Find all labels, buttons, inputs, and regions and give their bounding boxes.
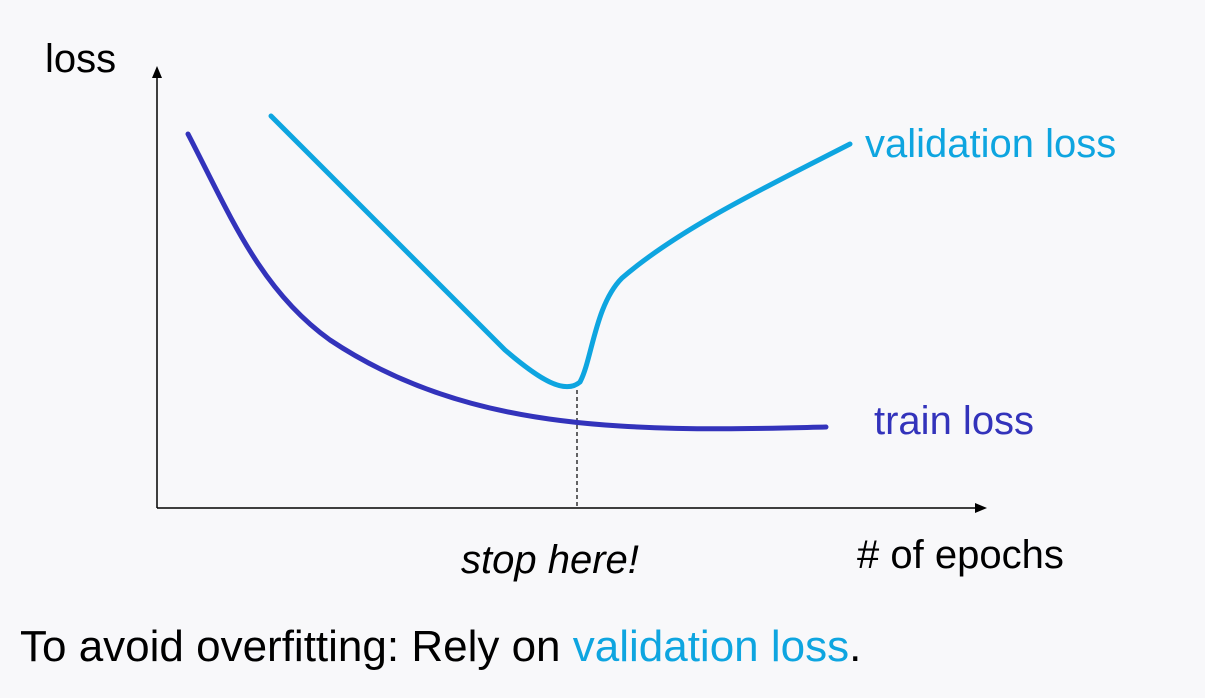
caption-suffix: .	[849, 622, 862, 671]
early-stopping-label: stop here!	[461, 538, 639, 582]
validation-loss-curve	[268, 113, 853, 390]
caption: To avoid overfitting: Rely on validation…	[20, 622, 861, 672]
y-axis-arrowhead	[152, 66, 162, 78]
train-loss-label: train loss	[874, 399, 1034, 443]
train-loss-curve	[185, 131, 829, 432]
caption-prefix: To avoid overfitting: Rely on	[20, 622, 573, 671]
validation-loss-label: validation loss	[865, 122, 1116, 166]
x-axis-arrowhead	[975, 503, 987, 513]
x-axis-label: # of epochs	[857, 533, 1064, 577]
caption-highlight: validation loss	[572, 622, 850, 671]
y-axis-label: loss	[45, 37, 116, 81]
